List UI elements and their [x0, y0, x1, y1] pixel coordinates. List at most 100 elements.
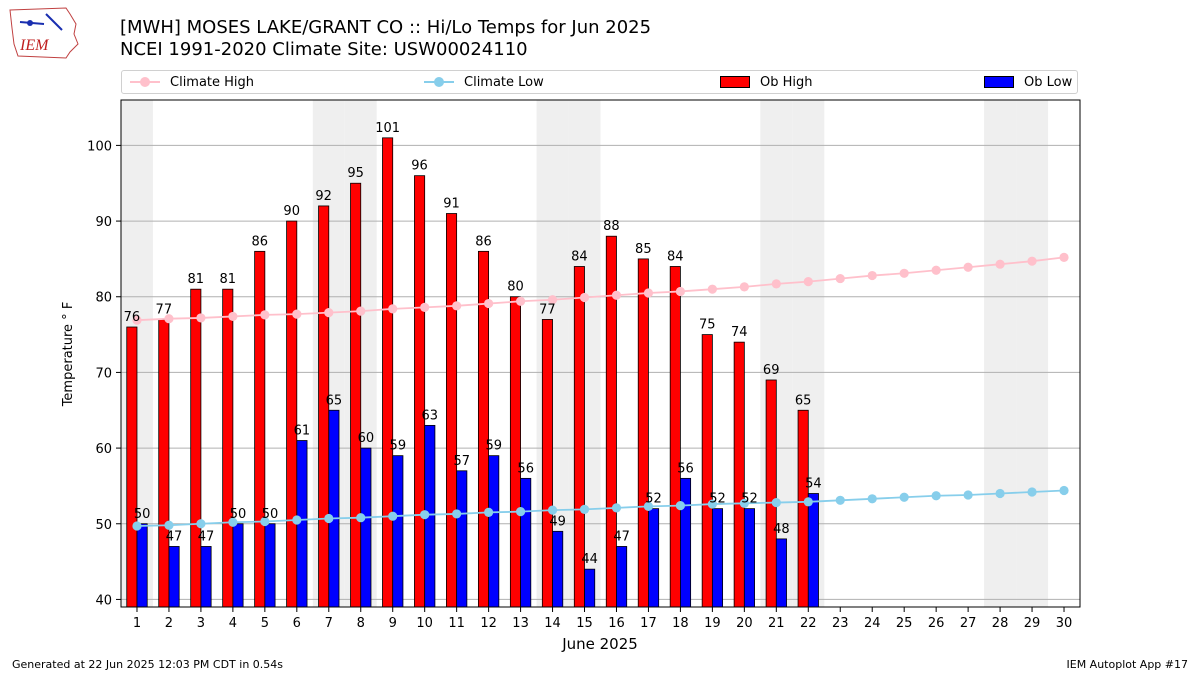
ob-high-bar	[541, 319, 553, 608]
climate-high-point	[611, 290, 622, 300]
ob-low-bar	[264, 523, 276, 608]
climate-high-point	[356, 306, 366, 316]
climate-high-point	[707, 284, 717, 294]
ob-high-label: 77	[539, 302, 556, 317]
ob-high-bar	[190, 288, 202, 608]
climate-low-point	[899, 492, 909, 502]
x-tick-label: 14	[544, 616, 561, 631]
climate-low-point	[164, 520, 174, 530]
ob-high-label: 81	[219, 272, 236, 287]
x-tick-label: 24	[864, 616, 881, 631]
x-tick-label: 23	[832, 616, 849, 631]
x-tick-label: 9	[389, 616, 397, 631]
x-tick-label: 20	[736, 616, 753, 631]
climate-low-point	[643, 501, 654, 511]
climate-high-point	[899, 268, 909, 278]
ob-low-label: 65	[326, 393, 343, 408]
footer-app: IEM Autoplot App #17	[1066, 658, 1189, 671]
ob-low-bar	[392, 455, 404, 608]
x-tick-label: 10	[416, 616, 433, 631]
climate-high-point	[739, 282, 749, 292]
ob-low-label: 60	[358, 431, 375, 446]
x-tick-label: 18	[672, 616, 689, 631]
ob-high-bar	[701, 334, 713, 608]
legend-item-climate-low: Climate Low	[424, 73, 544, 91]
ob-low-bar	[200, 546, 212, 608]
x-tick-label: 12	[480, 616, 497, 631]
legend-climate-low-label: Climate Low	[464, 74, 544, 90]
ob-high-label: 91	[443, 197, 460, 212]
legend-item-ob-high: Ob High	[720, 73, 813, 91]
climate-low-point	[1027, 487, 1037, 497]
ob-high-label: 81	[188, 272, 205, 287]
climate-high-point	[643, 288, 654, 298]
climate-high-point	[963, 262, 973, 272]
x-tick-label: 4	[229, 616, 237, 631]
x-tick-label: 2	[165, 616, 173, 631]
ob-high-label: 65	[795, 393, 812, 408]
ob-high-bar	[446, 213, 458, 608]
ob-low-label: 50	[230, 507, 247, 522]
ob-high-label: 84	[571, 249, 588, 264]
ob-high-label: 80	[507, 280, 524, 295]
climate-low-point	[452, 509, 462, 519]
climate-high-point	[1027, 256, 1037, 266]
climate-high-point	[771, 279, 781, 289]
x-tick-label: 1	[133, 616, 141, 631]
climate-low-point	[707, 499, 717, 509]
climate-high-line	[136, 256, 1065, 322]
ob-low-label: 56	[677, 461, 694, 476]
ob-low-label: 54	[805, 476, 822, 491]
ob-low-bar	[648, 508, 660, 608]
climate-low-point	[675, 501, 686, 511]
ob-low-label: 52	[645, 492, 662, 507]
iem-logo: IEM	[9, 7, 79, 59]
x-tick-label: 28	[992, 616, 1009, 631]
climate-low-point	[484, 507, 494, 518]
legend-item-ob-low: Ob Low	[984, 73, 1072, 91]
ob-high-label: 74	[731, 325, 748, 340]
ob-high-label: 101	[375, 121, 400, 136]
ob-high-bar	[414, 175, 426, 608]
ob-high-bar	[286, 220, 298, 608]
climate-high-point	[547, 295, 558, 305]
climate-high-point	[452, 301, 462, 311]
ob-high-label: 76	[124, 310, 141, 325]
y-axis-label: Temperature ° F	[61, 302, 76, 408]
ob-low-bar	[328, 409, 340, 608]
climate-low-point	[579, 504, 590, 514]
ob-high-label: 86	[251, 234, 268, 249]
climate-high-point	[420, 302, 430, 312]
ob-high-bar	[765, 379, 777, 608]
ob-low-label: 47	[166, 529, 183, 544]
legend-climate-low-marker	[424, 77, 454, 87]
ob-low-bar	[584, 568, 596, 608]
ob-low-label: 59	[485, 439, 502, 454]
climate-high-point	[164, 314, 174, 324]
climate-high-point	[196, 313, 206, 323]
legend-ob-high-marker	[720, 76, 750, 88]
climate-high-point	[484, 298, 494, 309]
climate-high-point	[931, 265, 941, 275]
x-tick-label: 29	[1024, 616, 1041, 631]
ob-low-label: 56	[517, 461, 534, 476]
climate-high-point	[675, 286, 686, 297]
climate-high-point	[803, 277, 813, 287]
ob-high-label: 85	[635, 242, 652, 257]
climate-high-point	[324, 308, 334, 318]
ob-low-bar	[456, 470, 468, 608]
ob-low-bar	[488, 455, 500, 608]
ob-high-bar	[254, 250, 266, 608]
ob-high-bar	[509, 296, 521, 608]
climate-low-point	[995, 488, 1005, 499]
data-labels: 76 50 77 47 81 47 81 50 86 50 90 61 92 65 95 60 101 59 96 6…	[124, 121, 822, 567]
weekend-shading	[121, 100, 1049, 607]
ob-low-label: 52	[741, 492, 758, 507]
x-tick-label: 17	[640, 616, 657, 631]
chart-title: [MWH] MOSES LAKE/GRANT CO :: Hi/Lo Temps…	[120, 17, 651, 61]
climate-high-point	[260, 310, 270, 320]
x-axis-label: June 2025	[561, 635, 638, 653]
ob-high-label: 77	[156, 302, 173, 317]
ob-low-label: 44	[581, 552, 598, 567]
footer-generated: Generated at 22 Jun 2025 12:03 PM CDT in…	[12, 658, 284, 671]
